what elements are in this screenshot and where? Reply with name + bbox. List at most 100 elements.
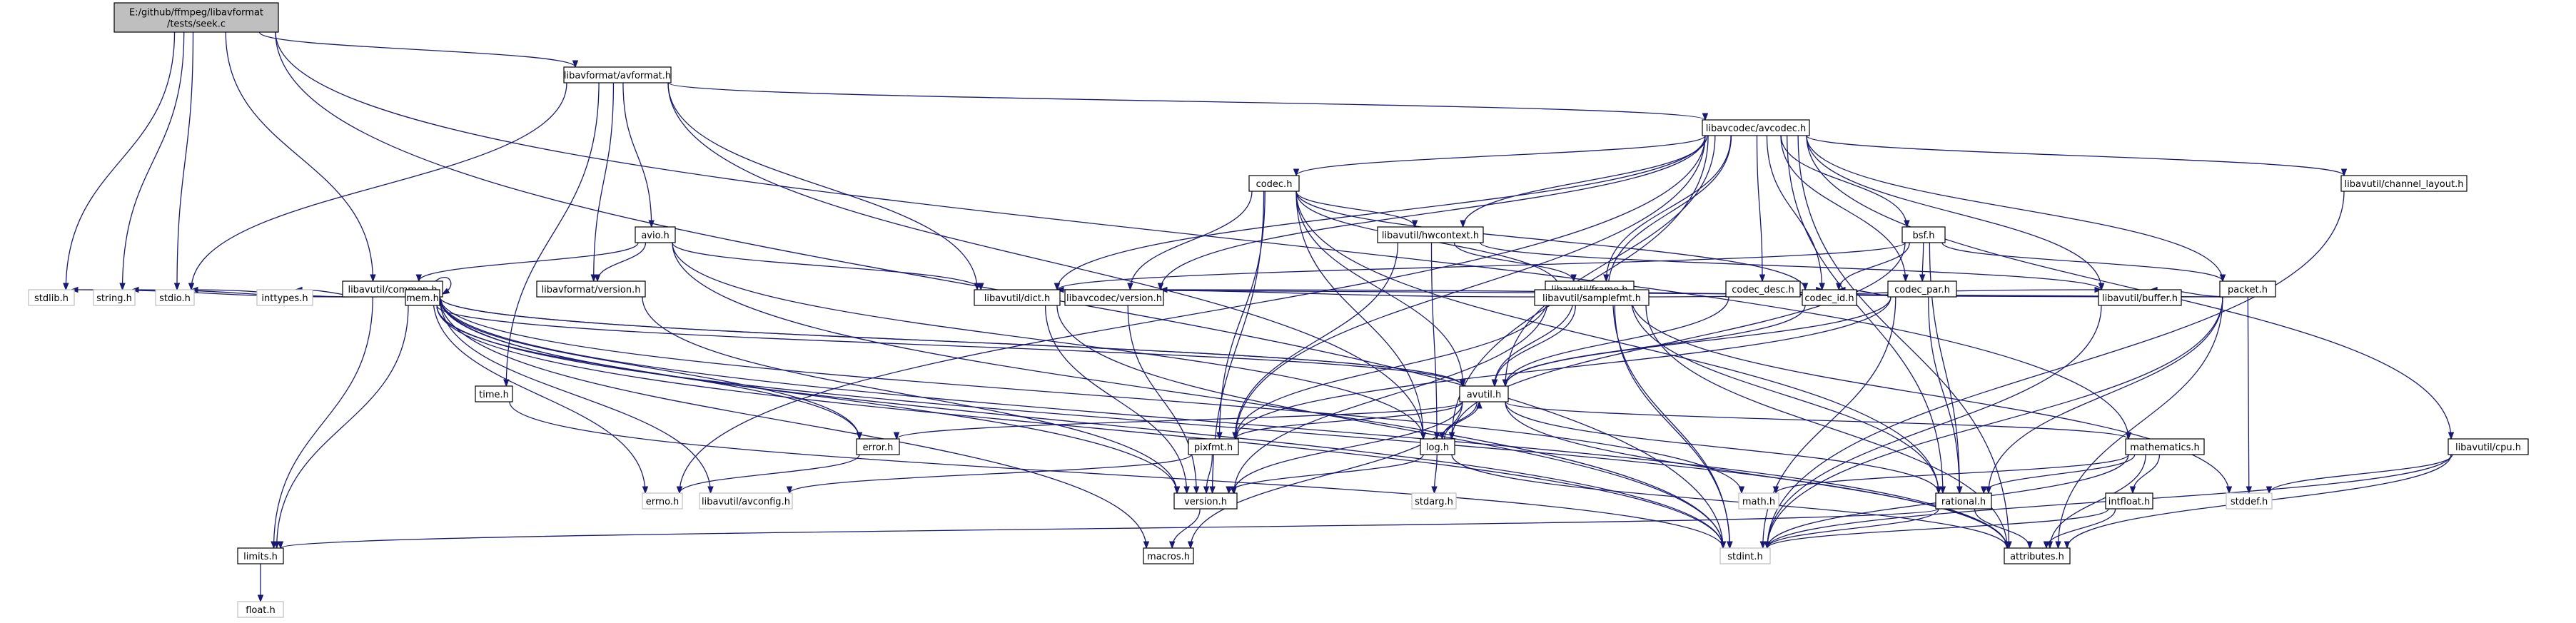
arrowhead-icon — [1835, 283, 1842, 291]
arrowhead-icon — [2064, 541, 2071, 549]
node-label: libavutil/channel_layout.h — [2345, 179, 2464, 190]
edge-avio-to-common — [415, 242, 639, 283]
edge-samplefmt-to-stdint — [1614, 305, 1733, 549]
edge-line — [1806, 135, 2345, 176]
node-limits-h[interactable]: limits.h — [237, 547, 284, 564]
node-box — [1411, 492, 1457, 510]
node-mathematics-h[interactable]: mathematics.h — [2125, 438, 2205, 455]
edge-mem-to-stdint — [436, 305, 1727, 549]
edge-line — [1056, 305, 1724, 549]
node-libavformat-version-h[interactable]: libavformat/version.h — [536, 280, 646, 298]
arrowhead-icon — [2226, 486, 2233, 495]
edge-line — [1235, 135, 1706, 440]
edge-log-to-stdarg — [1431, 454, 1438, 495]
arrowhead-icon — [2246, 486, 2253, 495]
node-codec-id-h[interactable]: codec_id.h — [1802, 289, 1857, 306]
edge-line — [679, 454, 860, 494]
node-libavutil-cpu-h[interactable]: libavutil/cpu.h — [2448, 438, 2529, 455]
edge-codec-to-hwcontext — [1295, 191, 1418, 228]
arrowhead-icon — [642, 486, 649, 495]
node-label: /tests/seek.c — [167, 19, 226, 30]
edge-line — [2247, 296, 2250, 494]
node-box — [1143, 547, 1194, 564]
node-box — [2226, 492, 2273, 510]
edge-line — [1505, 401, 1939, 494]
node-time-h[interactable]: time.h — [475, 385, 513, 402]
node-libavutil-samplefmt-h[interactable]: libavutil/samplefmt.h — [1534, 289, 1650, 306]
edge-line — [1630, 296, 1939, 494]
edge-line — [121, 31, 185, 290]
node-error-h[interactable]: error.h — [856, 438, 900, 455]
node-libavutil-buffer-h[interactable]: libavutil/buffer.h — [2098, 289, 2182, 306]
arrowhead-icon — [1209, 486, 1216, 495]
edge-dict-to-version — [1044, 305, 1190, 495]
node-label: avutil.h — [1467, 390, 1502, 400]
node-rational-h[interactable]: rational.h — [1935, 492, 1992, 510]
node-codec-h[interactable]: codec.h — [1248, 175, 1300, 192]
node-label: libavformat/version.h — [542, 285, 641, 295]
edge-avcodec-to-lavcversion — [1157, 135, 1706, 291]
edge-bsf-to-codecid — [1835, 242, 1910, 291]
node-label: codec_par.h — [1894, 285, 1950, 295]
arrowhead-icon — [1230, 486, 1237, 495]
node-pixfmt-h[interactable]: pixfmt.h — [1188, 438, 1239, 455]
edge-avformat-to-log — [667, 82, 1427, 440]
node-e-github-ffmpeg-libavformat-tests-seek-c[interactable]: E:/github/ffmpeg/libavformat/tests/seek.… — [113, 2, 279, 33]
node-libavcodec-version-h[interactable]: libavcodec/version.h — [1064, 289, 1164, 306]
node-attributes-h[interactable]: attributes.h — [2004, 547, 2071, 564]
arrowhead-icon — [1203, 486, 1210, 495]
node-bsf-h[interactable]: bsf.h — [1901, 226, 1946, 243]
edge-limits-to-float — [257, 564, 264, 603]
node-box — [1702, 119, 1810, 136]
node-codec-par-h[interactable]: codec_par.h — [1887, 280, 1957, 298]
edge-bsf-to-dict — [1054, 242, 1906, 291]
node-avio-h[interactable]: avio.h — [635, 226, 676, 243]
node-inttypes-h: inttypes.h — [256, 289, 313, 306]
node-version-h[interactable]: version.h — [1173, 492, 1238, 510]
node-libavformat-avformat-h[interactable]: libavformat/avformat.h — [563, 66, 672, 83]
node-label: log.h — [1426, 442, 1449, 453]
node-box — [536, 280, 646, 298]
node-box — [2098, 289, 2182, 306]
edge-avcodec-to-hwcontext — [1460, 135, 1708, 228]
node-stdint-h: stdint.h — [1719, 547, 1771, 564]
node-box — [405, 289, 440, 306]
edge-line — [436, 305, 1463, 387]
node-packet-h[interactable]: packet.h — [2219, 280, 2276, 298]
edge-avformat-to-stdio — [188, 82, 567, 291]
node-mem-h[interactable]: mem.h — [405, 289, 440, 306]
node-box — [1173, 492, 1238, 510]
node-stdlib-h: stdlib.h — [28, 289, 75, 306]
node-intfloat-h[interactable]: intfloat.h — [2105, 492, 2153, 510]
edge-avio-to-dict — [672, 242, 984, 291]
edge-line — [433, 296, 646, 494]
edge-mathematics-to-intfloat — [2129, 454, 2161, 495]
node-codec-desc-h[interactable]: codec_desc.h — [1725, 280, 1801, 298]
node-macros-h[interactable]: macros.h — [1143, 547, 1194, 564]
edge-avformat-to-time — [503, 82, 600, 388]
node-libavcodec-avcodec-h[interactable]: libavcodec/avcodec.h — [1702, 119, 1810, 136]
node-label: mathematics.h — [2130, 442, 2200, 453]
node-libavutil-dict-h[interactable]: libavutil/dict.h — [974, 289, 1061, 306]
arrowhead-icon — [1431, 486, 1438, 495]
edge-avutil-to-macros — [1187, 401, 1463, 549]
edge-line — [1044, 305, 1188, 494]
edge-line — [276, 305, 409, 549]
node-box — [635, 226, 676, 243]
edge-common-to-math — [439, 296, 1745, 495]
node-avutil-h[interactable]: avutil.h — [1459, 385, 1509, 402]
edge-codecid-to-avutil — [1502, 305, 1806, 388]
arrowhead-icon — [590, 274, 597, 283]
edge-line — [65, 31, 176, 290]
edge-intfloat-to-attributes — [2043, 508, 2116, 549]
edge-codec-to-lavcversion — [1127, 191, 1253, 291]
node-log-h[interactable]: log.h — [1420, 438, 1455, 455]
edge-line — [1505, 401, 2008, 549]
node-libavutil-channel-layout-h[interactable]: libavutil/channel_layout.h — [2340, 175, 2468, 192]
edge-avcodec-to-codecdesc — [1756, 135, 1766, 283]
node-libavutil-hwcontext-h[interactable]: libavutil/hwcontext.h — [1377, 226, 1484, 243]
arrowhead-icon — [2125, 432, 2132, 440]
edge-line — [1780, 135, 1906, 282]
node-label: pixfmt.h — [1194, 442, 1233, 453]
edge-error-to-errno — [676, 454, 860, 495]
